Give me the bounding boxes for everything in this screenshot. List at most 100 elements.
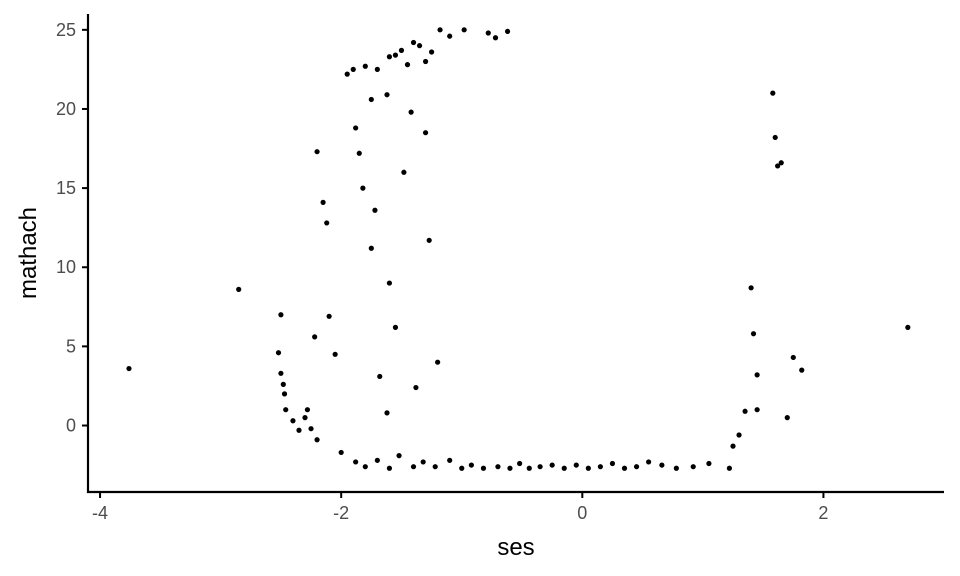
data-point xyxy=(549,462,555,468)
y-axis-ticks: 0 5 10 15 20 25 xyxy=(56,20,88,436)
data-point xyxy=(784,415,790,421)
x-tick-label: 0 xyxy=(577,503,587,523)
data-point xyxy=(633,464,640,470)
data-point xyxy=(730,443,736,449)
data-point xyxy=(324,220,330,226)
data-point xyxy=(609,460,616,467)
data-point xyxy=(775,163,781,169)
data-point xyxy=(447,457,453,463)
data-point xyxy=(748,285,754,291)
data-point xyxy=(374,457,380,463)
data-point xyxy=(320,199,326,205)
data-point xyxy=(447,33,453,39)
data-point xyxy=(480,465,487,471)
data-point xyxy=(736,432,742,438)
data-point xyxy=(422,130,429,136)
data-point xyxy=(646,459,652,465)
data-point xyxy=(308,426,314,432)
data-point xyxy=(236,286,242,292)
data-point xyxy=(374,66,380,72)
data-point xyxy=(296,427,302,433)
data-point xyxy=(561,465,567,471)
data-point xyxy=(398,47,405,54)
data-point xyxy=(485,30,491,36)
y-tick-label: 20 xyxy=(56,99,76,119)
data-point xyxy=(772,134,778,141)
data-point xyxy=(492,35,499,41)
data-point xyxy=(314,437,320,443)
data-point xyxy=(770,90,776,96)
data-point xyxy=(353,459,359,465)
data-point xyxy=(799,367,805,373)
data-point xyxy=(750,331,757,337)
data-point xyxy=(468,462,474,468)
data-point xyxy=(386,280,393,286)
data-point xyxy=(304,407,311,413)
data-point xyxy=(410,39,417,46)
data-point xyxy=(368,96,374,103)
y-tick-label: 10 xyxy=(56,257,76,277)
data-point xyxy=(706,460,712,467)
data-point xyxy=(368,245,374,251)
data-point xyxy=(659,462,665,468)
data-point xyxy=(905,324,911,330)
data-point xyxy=(435,359,441,365)
y-tick-label: 15 xyxy=(56,178,76,198)
y-tick-label: 25 xyxy=(56,20,76,40)
data-point xyxy=(338,449,344,456)
data-point xyxy=(384,410,390,416)
data-point xyxy=(504,28,511,35)
y-axis-title: mathach xyxy=(15,207,42,299)
data-point xyxy=(314,149,320,155)
data-point xyxy=(350,66,356,72)
data-point xyxy=(537,464,543,470)
data-point xyxy=(392,52,399,58)
data-point xyxy=(742,408,748,414)
data-point xyxy=(408,109,414,115)
data-point xyxy=(386,54,393,60)
data-point xyxy=(413,384,419,391)
data-point xyxy=(507,465,513,471)
data-point xyxy=(360,185,366,191)
data-point xyxy=(597,464,603,470)
data-point xyxy=(386,465,393,471)
data-point xyxy=(126,365,132,372)
data-point xyxy=(426,237,432,243)
data-point xyxy=(356,150,362,156)
data-point xyxy=(302,415,308,421)
data-point xyxy=(281,391,288,397)
data-point xyxy=(416,43,423,49)
data-point xyxy=(429,49,435,55)
data-point xyxy=(754,407,760,413)
data-point xyxy=(437,27,443,33)
x-axis-title: ses xyxy=(497,534,534,561)
data-point xyxy=(332,351,338,357)
data-point xyxy=(290,418,296,424)
data-point xyxy=(353,125,359,131)
data-point xyxy=(573,462,579,468)
data-point xyxy=(362,464,368,470)
data-points xyxy=(126,27,911,471)
data-point xyxy=(790,354,796,361)
data-point xyxy=(280,381,286,387)
data-point xyxy=(278,370,284,376)
data-point xyxy=(396,453,402,459)
y-tick-label: 0 xyxy=(66,416,76,436)
data-point xyxy=(392,324,399,330)
data-point xyxy=(326,313,332,319)
data-point xyxy=(275,350,282,356)
data-point xyxy=(422,58,429,65)
data-point xyxy=(621,465,628,471)
data-point xyxy=(673,465,679,471)
data-point xyxy=(526,465,532,471)
data-point xyxy=(461,27,467,33)
x-tick-label: -4 xyxy=(92,503,108,523)
data-point xyxy=(726,465,733,471)
data-point xyxy=(401,169,407,175)
data-point xyxy=(283,407,289,413)
data-point xyxy=(344,71,350,77)
data-point xyxy=(362,63,368,69)
x-axis-ticks: -4 -2 0 2 xyxy=(92,492,828,523)
data-point xyxy=(459,465,465,471)
